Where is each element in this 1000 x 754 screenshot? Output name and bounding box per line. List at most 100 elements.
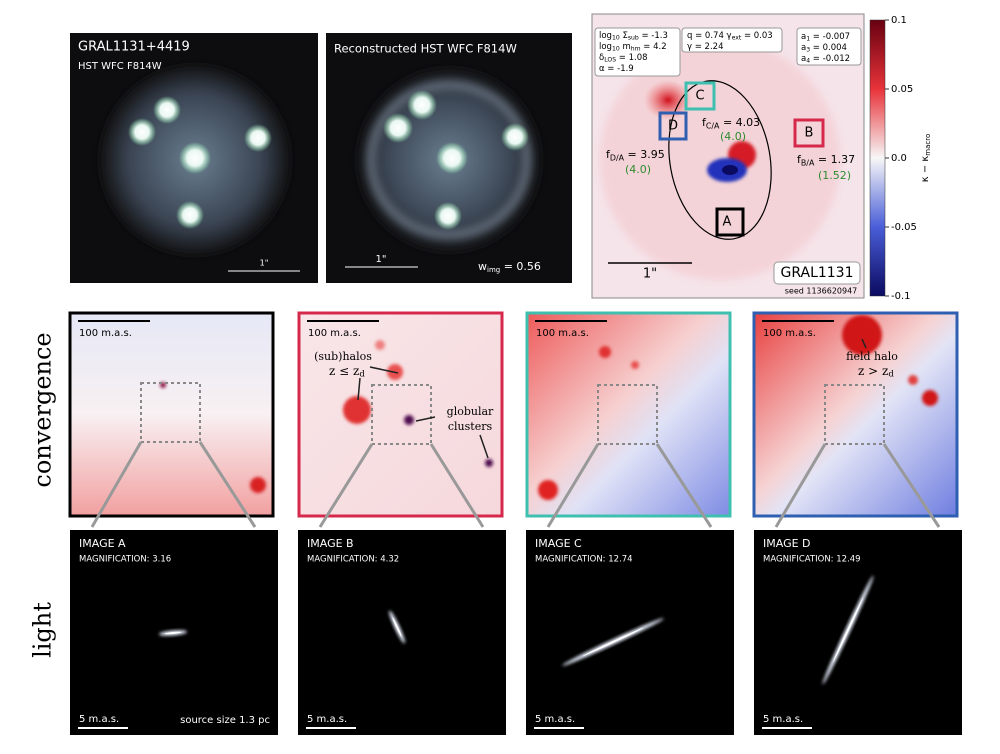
scale-label: 5 m.a.s. xyxy=(307,714,347,725)
panel-bg xyxy=(70,313,273,516)
param-line: fB/A = 1.37 xyxy=(797,153,855,167)
scale-label: 1" xyxy=(260,259,269,268)
scale-label: 1" xyxy=(376,254,387,265)
param-line: δLOS = 1.08 xyxy=(599,53,648,64)
image-title: IMAGE D xyxy=(763,537,811,550)
text-part: α = -1.9 xyxy=(599,64,634,74)
scale-label: 100 m.a.s. xyxy=(763,328,816,339)
source-size: source size 1.3 pc xyxy=(180,715,270,726)
mass-blob xyxy=(908,375,918,385)
colorbar xyxy=(869,19,886,297)
observed-ratio: (4.0) xyxy=(625,163,651,176)
panel-border xyxy=(68,311,275,518)
image-label: C xyxy=(695,89,704,104)
text-part: q = 0.74 γ xyxy=(687,31,732,41)
subscript: C/A xyxy=(706,121,720,130)
panel-border xyxy=(752,311,959,518)
mass-blob xyxy=(922,390,938,406)
zoom-line xyxy=(774,443,827,528)
annotation: clusters xyxy=(448,420,493,433)
system-name: GRAL1131 xyxy=(780,265,853,281)
panel-border xyxy=(525,311,732,518)
w: w xyxy=(478,260,487,273)
text-part: = -0.007 xyxy=(810,32,850,42)
panel-subtitle: HST WFC F814W xyxy=(78,61,162,72)
text-part: = -1.3 xyxy=(639,31,668,41)
mass-blob xyxy=(842,315,882,355)
text-part: z > z xyxy=(858,364,888,378)
observed-ratio: (1.52) xyxy=(818,169,851,182)
image-title: IMAGE B xyxy=(307,537,354,550)
subscript: 1 xyxy=(806,36,810,43)
text-part: δ xyxy=(599,53,604,63)
param-line: log10 Σsub = -1.3 xyxy=(599,31,668,42)
param-line: a1 = -0.007 xyxy=(801,32,850,43)
param-line: α = -1.9 xyxy=(599,64,634,74)
light-panel: IMAGE D MAGNIFICATION: 12.49 5 m.a.s. xyxy=(754,530,962,735)
param-line: z > zd xyxy=(858,364,894,380)
subscript: 10 xyxy=(612,46,620,53)
row-label: light xyxy=(29,602,57,658)
subscript: hm xyxy=(631,46,641,53)
zoom-line xyxy=(655,443,713,528)
mass-blob xyxy=(631,361,639,369)
arrow xyxy=(415,416,436,422)
cb-main: κ − κ xyxy=(920,156,931,183)
param-line: γ = 2.24 xyxy=(687,42,723,52)
colorbar-tick-label: -0.05 xyxy=(891,222,917,233)
lensed-arc-core xyxy=(164,631,182,635)
text-part: Σ xyxy=(620,31,628,41)
text-part: log xyxy=(599,31,612,41)
text-part: z ≤ z xyxy=(329,364,359,378)
colorbar-tick-label: 0.05 xyxy=(891,84,913,95)
mass-blob xyxy=(538,480,558,500)
convergence-panel: 100 m.a.s. xyxy=(525,311,732,528)
light-panel: IMAGE A MAGNIFICATION: 3.16 5 m.a.s. source… xyxy=(70,530,278,735)
subscript: d xyxy=(888,369,894,379)
arrow xyxy=(357,377,361,401)
lensed-arc-core xyxy=(582,627,644,657)
annotation: field halo xyxy=(846,350,898,363)
subscript: LOS xyxy=(604,57,616,64)
text-part: γ = 2.24 xyxy=(687,42,723,52)
mass-blob xyxy=(375,340,385,350)
light-panel: IMAGE C MAGNIFICATION: 12.74 5 m.a.s. xyxy=(526,530,734,735)
scale-label: 1" xyxy=(643,267,657,282)
magnification: MAGNIFICATION: 3.16 xyxy=(79,555,171,565)
zoom-line xyxy=(198,441,257,528)
observed-ratio: (4.0) xyxy=(720,130,746,143)
param-line: a3 = 0.004 xyxy=(801,43,847,54)
convergence-panel: 100 m.a.s. xyxy=(297,311,504,528)
zoom-line xyxy=(882,443,941,528)
zoom-box xyxy=(824,384,885,445)
zoom-line xyxy=(546,443,600,528)
subscript: 10 xyxy=(612,35,620,42)
scale-label: 100 m.a.s. xyxy=(536,328,589,339)
row-label: convergence xyxy=(29,332,57,487)
subscript: sub xyxy=(628,35,639,42)
zoom-line xyxy=(318,443,374,528)
reconstructed-panel: Reconstructed HST WFC F814W 1" wimg = 0.… xyxy=(326,33,572,283)
scale-label: 5 m.a.s. xyxy=(79,714,119,725)
annotation: (sub)halos xyxy=(314,350,372,363)
scale-label: 5 m.a.s. xyxy=(763,714,803,725)
scale-label: 5 m.a.s. xyxy=(535,714,575,725)
magnification: MAGNIFICATION: 12.49 xyxy=(763,555,861,565)
arrow xyxy=(861,338,867,349)
param-line: q = 0.74 γext = 0.03 xyxy=(687,31,773,42)
subscript: d xyxy=(359,369,365,379)
text-part: = 0.03 xyxy=(741,31,772,41)
param-line: fD/A = 3.95 xyxy=(606,148,665,162)
image-title: IMAGE C xyxy=(535,537,582,550)
scale-label: 100 m.a.s. xyxy=(308,328,361,339)
zoom-box xyxy=(597,384,658,445)
param-line: z ≤ zd xyxy=(329,364,365,380)
text-part: m xyxy=(620,42,631,52)
colorbar-tick-label: 0.1 xyxy=(891,15,907,26)
panel-title: GRAL1131+4419 xyxy=(78,40,190,55)
subscript: 3 xyxy=(806,47,810,54)
w-sub: img xyxy=(487,266,500,274)
image-label: A xyxy=(723,215,732,230)
arrow xyxy=(479,434,489,459)
